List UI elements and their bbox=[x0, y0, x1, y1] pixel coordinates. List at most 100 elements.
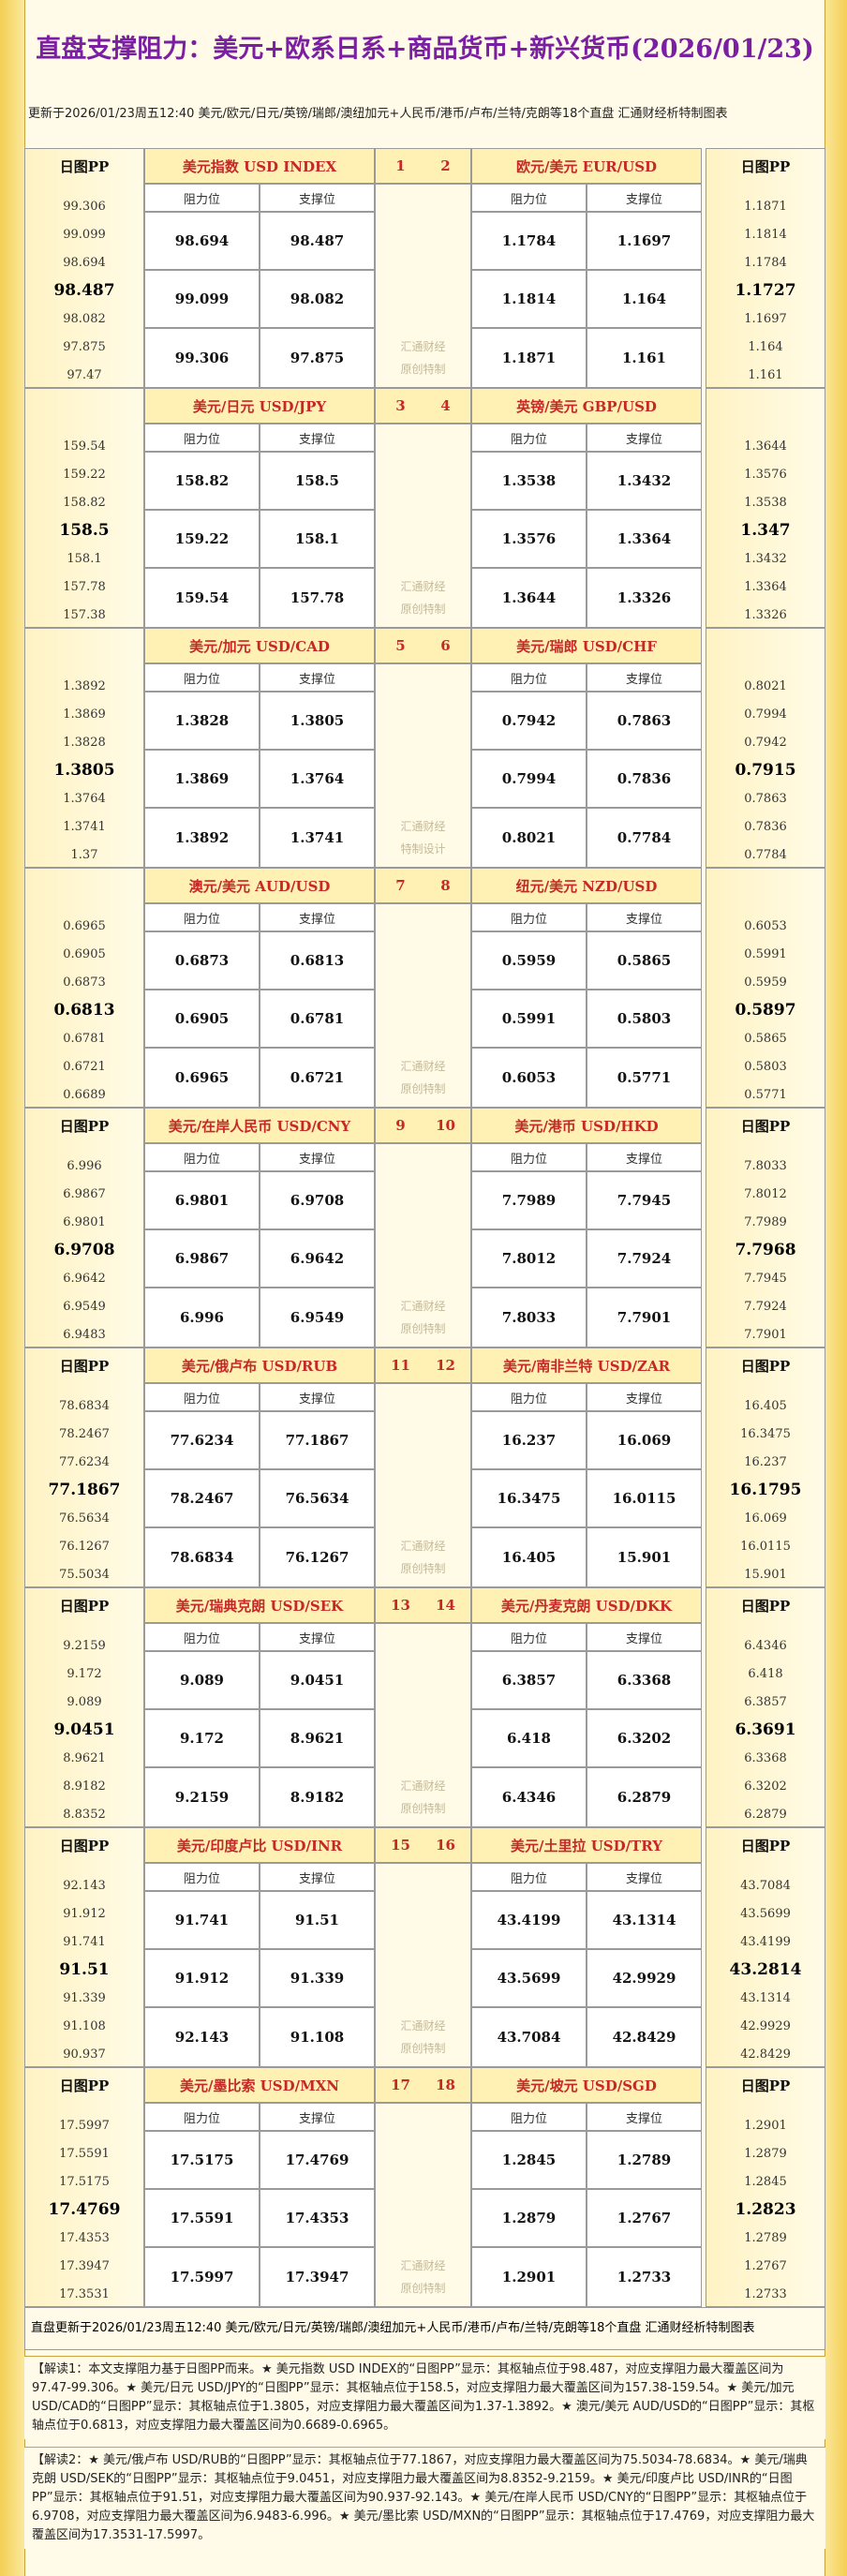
pp-value: 15.901 bbox=[744, 1567, 787, 1582]
pair-numbers bbox=[375, 1348, 471, 1383]
note: 【解读1：本文支撑阻力基于日图PP而来。★ 美元指数 USD INDEX的“日图… bbox=[24, 2356, 825, 2439]
watermark: 汇通财经 bbox=[400, 819, 446, 833]
support-value: 8.9621 bbox=[260, 1709, 375, 1767]
support-label: 支撑位 bbox=[587, 663, 702, 692]
support-value: 157.78 bbox=[260, 568, 375, 628]
pp-value: 1.2767 bbox=[744, 2258, 787, 2273]
support-value: 42.8429 bbox=[587, 2007, 702, 2067]
watermark: 原创特制 bbox=[400, 1561, 446, 1575]
resistance-value: 6.3857 bbox=[471, 1651, 587, 1709]
support-value: 42.9929 bbox=[587, 1949, 702, 2007]
pp-value: 43.5699 bbox=[740, 1906, 791, 1921]
resistance-value: 6.9801 bbox=[144, 1171, 260, 1229]
pp-value: 1.1727 bbox=[735, 281, 796, 300]
resistance-value: 159.22 bbox=[144, 510, 260, 568]
watermark: 原创特制 bbox=[400, 2041, 446, 2055]
pp-value: 8.9182 bbox=[63, 1779, 106, 1794]
pp-value: 0.6965 bbox=[63, 918, 106, 933]
support-value: 0.6781 bbox=[260, 990, 375, 1048]
pp-value: 1.164 bbox=[748, 339, 783, 354]
pp-value: 16.3475 bbox=[740, 1426, 791, 1441]
pair-name: 美元/加元 USD/CAD bbox=[144, 628, 375, 663]
support-value: 1.1697 bbox=[587, 212, 702, 270]
pp-column bbox=[706, 388, 825, 628]
watermark: 原创特制 bbox=[400, 2281, 446, 2295]
resistance-value: 0.6965 bbox=[144, 1048, 260, 1108]
resistance-value: 99.306 bbox=[144, 328, 260, 388]
resistance-value: 43.5699 bbox=[471, 1949, 587, 2007]
pair-name: 美元/港币 USD/HKD bbox=[471, 1108, 702, 1143]
pp-value: 159.22 bbox=[63, 467, 106, 482]
support-label: 支撑位 bbox=[260, 1863, 375, 1891]
watermark: 原创特制 bbox=[400, 602, 446, 616]
support-label: 支撑位 bbox=[260, 1143, 375, 1171]
resistance-label: 阻力位 bbox=[144, 184, 260, 212]
resistance-value: 0.6873 bbox=[144, 931, 260, 990]
support-value: 1.3805 bbox=[260, 692, 375, 750]
watermark: 汇通财经 bbox=[400, 339, 446, 353]
resistance-value: 6.9867 bbox=[144, 1229, 260, 1288]
pp-value: 75.5034 bbox=[59, 1567, 110, 1582]
pair-number: 7 bbox=[395, 877, 406, 894]
support-value: 98.487 bbox=[260, 212, 375, 270]
middle-column bbox=[375, 424, 471, 628]
pp-value: 0.6813 bbox=[53, 1001, 115, 1020]
support-value: 76.1267 bbox=[260, 1527, 375, 1587]
resistance-label: 阻力位 bbox=[144, 1143, 260, 1171]
pair-numbers bbox=[375, 2067, 471, 2103]
support-value: 98.082 bbox=[260, 270, 375, 328]
pp-column bbox=[24, 2067, 144, 2307]
resistance-value: 0.7994 bbox=[471, 750, 587, 808]
resistance-value: 6.4346 bbox=[471, 1767, 587, 1827]
resistance-value: 91.741 bbox=[144, 1891, 260, 1949]
pp-value: 0.6689 bbox=[63, 1087, 106, 1102]
support-label: 支撑位 bbox=[260, 2103, 375, 2131]
resistance-value: 1.2901 bbox=[471, 2247, 587, 2307]
pp-value: 1.37 bbox=[70, 847, 98, 862]
resistance-value: 77.6234 bbox=[144, 1411, 260, 1469]
resistance-value: 1.3576 bbox=[471, 510, 587, 568]
support-label: 支撑位 bbox=[587, 1623, 702, 1651]
pp-value: 8.8352 bbox=[63, 1807, 106, 1822]
pp-column bbox=[24, 1348, 144, 1587]
support-value: 0.7784 bbox=[587, 808, 702, 868]
pp-value: 1.3741 bbox=[63, 819, 106, 834]
support-value: 17.3947 bbox=[260, 2247, 375, 2307]
pp-value: 76.1267 bbox=[59, 1539, 110, 1554]
resistance-value: 7.8012 bbox=[471, 1229, 587, 1288]
pp-value: 6.9483 bbox=[63, 1327, 106, 1342]
middle-column bbox=[375, 1863, 471, 2067]
pp-value: 1.3644 bbox=[744, 439, 787, 454]
resistance-value: 1.1784 bbox=[471, 212, 587, 270]
pp-value: 1.1784 bbox=[744, 255, 787, 270]
pair-number: 8 bbox=[440, 877, 451, 894]
resistance-label: 阻力位 bbox=[144, 903, 260, 931]
pp-value: 1.3869 bbox=[63, 707, 106, 722]
pp-column bbox=[24, 388, 144, 628]
pp-value: 98.487 bbox=[53, 281, 115, 300]
pp-value: 16.0115 bbox=[740, 1539, 791, 1554]
pp-value: 43.2814 bbox=[729, 1960, 802, 1979]
support-value: 76.5634 bbox=[260, 1469, 375, 1527]
resistance-label: 阻力位 bbox=[471, 1143, 587, 1171]
resistance-value: 17.5591 bbox=[144, 2189, 260, 2247]
pp-value: 17.3531 bbox=[59, 2286, 110, 2301]
pp-value: 43.7084 bbox=[740, 1878, 791, 1893]
support-value: 0.6813 bbox=[260, 931, 375, 990]
pp-value: 7.8012 bbox=[744, 1186, 787, 1201]
support-value: 91.339 bbox=[260, 1949, 375, 2007]
resistance-value: 92.143 bbox=[144, 2007, 260, 2067]
pp-value: 158.1 bbox=[67, 551, 102, 566]
pair-name: 美元/南非兰特 USD/ZAR bbox=[471, 1348, 702, 1383]
pp-value: 1.2901 bbox=[744, 2118, 787, 2133]
pp-value: 0.6721 bbox=[63, 1059, 106, 1074]
pp-value: 6.3691 bbox=[735, 1720, 796, 1739]
resistance-value: 6.996 bbox=[144, 1288, 260, 1348]
resistance-value: 91.912 bbox=[144, 1949, 260, 2007]
pair-number: 9 bbox=[395, 1117, 406, 1134]
pair-name: 澳元/美元 AUD/USD bbox=[144, 868, 375, 903]
pp-value: 7.8033 bbox=[744, 1158, 787, 1173]
resistance-value: 159.54 bbox=[144, 568, 260, 628]
pair-numbers bbox=[375, 628, 471, 663]
pp-value: 91.339 bbox=[63, 1990, 106, 2005]
